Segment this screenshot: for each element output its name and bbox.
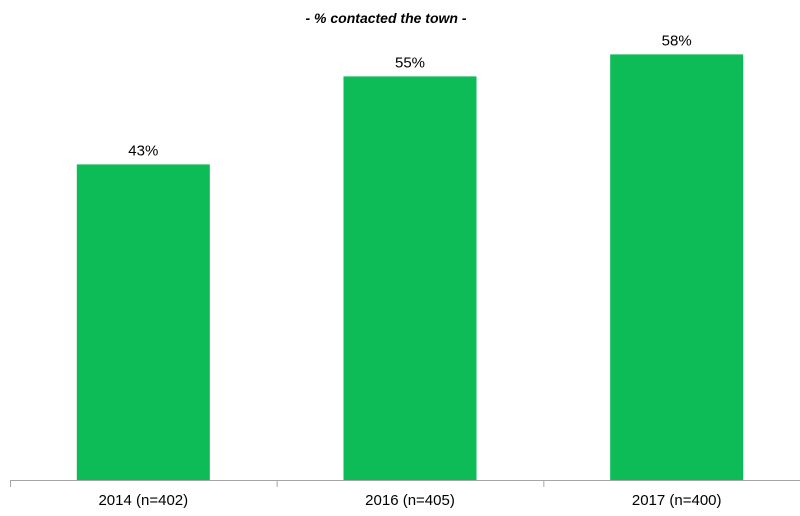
data-label: 58%	[662, 32, 692, 49]
x-axis: 2014 (n=402) 2016 (n=405) 2017 (n=400)	[10, 480, 800, 509]
data-label: 55%	[395, 54, 425, 71]
bars-group	[76, 54, 744, 481]
chart-title: - % contacted the town -	[306, 10, 467, 26]
x-tick-label: 2014 (n=402)	[98, 492, 188, 509]
x-tick-label: 2017 (n=400)	[632, 492, 722, 509]
data-label: 43%	[128, 142, 158, 159]
bar	[343, 76, 477, 481]
bar	[610, 54, 744, 481]
bar	[76, 164, 210, 480]
x-tick-label: 2016 (n=405)	[365, 492, 455, 509]
data-labels-group: 43% 55% 58%	[128, 32, 691, 159]
